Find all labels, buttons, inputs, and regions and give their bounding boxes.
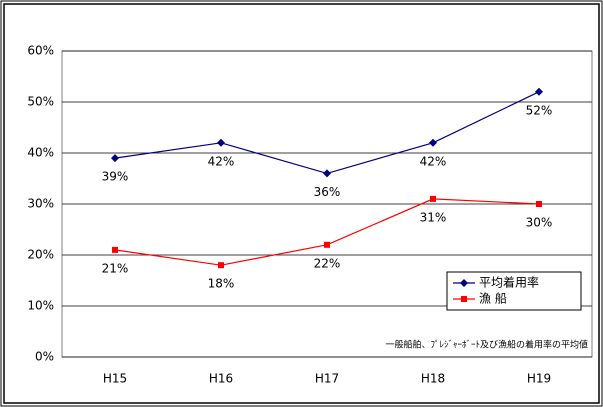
y-tick-label: 0%	[35, 350, 54, 364]
legend-label: 平均着用率	[479, 275, 539, 290]
marker	[535, 87, 543, 96]
x-tick-label: H18	[421, 372, 445, 386]
y-tick-label: 40%	[27, 146, 54, 160]
marker	[536, 201, 542, 207]
marker	[323, 169, 331, 178]
marker	[461, 296, 467, 302]
x-tick-label: H19	[527, 372, 551, 386]
data-label: 18%	[208, 277, 235, 291]
legend-label: 漁 船	[479, 292, 507, 306]
data-label: 21%	[102, 261, 129, 275]
y-tick-label: 10%	[27, 299, 54, 313]
marker	[218, 262, 224, 269]
marker	[430, 195, 436, 202]
data-label: 36%	[314, 185, 341, 199]
x-tick-label: H17	[315, 372, 339, 386]
data-label: 52%	[526, 103, 553, 117]
x-tick-label: H15	[103, 372, 127, 386]
data-label: 42%	[420, 154, 447, 168]
y-tick-label: 20%	[27, 248, 54, 262]
x-tick-label: H16	[209, 372, 233, 386]
marker	[429, 138, 437, 147]
data-label: 31%	[420, 210, 447, 224]
data-label: 30%	[526, 216, 553, 230]
marker	[217, 138, 225, 147]
y-tick-label: 60%	[27, 44, 54, 58]
marker	[324, 241, 330, 248]
data-label: 22%	[314, 256, 341, 270]
y-tick-label: 50%	[27, 95, 54, 109]
marker	[111, 154, 119, 163]
data-label: 39%	[102, 170, 129, 184]
legend-box	[446, 271, 582, 311]
inner-border	[3, 3, 600, 404]
marker	[112, 246, 118, 253]
marker	[460, 279, 468, 287]
data-label: 42%	[208, 154, 235, 168]
annotation: 一般船舶、ﾌﾟﾚｼﾞｬｰﾎﾞｰﾄ及び漁船の着用率の平均値	[385, 339, 588, 351]
y-tick-label: 30%	[27, 197, 54, 211]
